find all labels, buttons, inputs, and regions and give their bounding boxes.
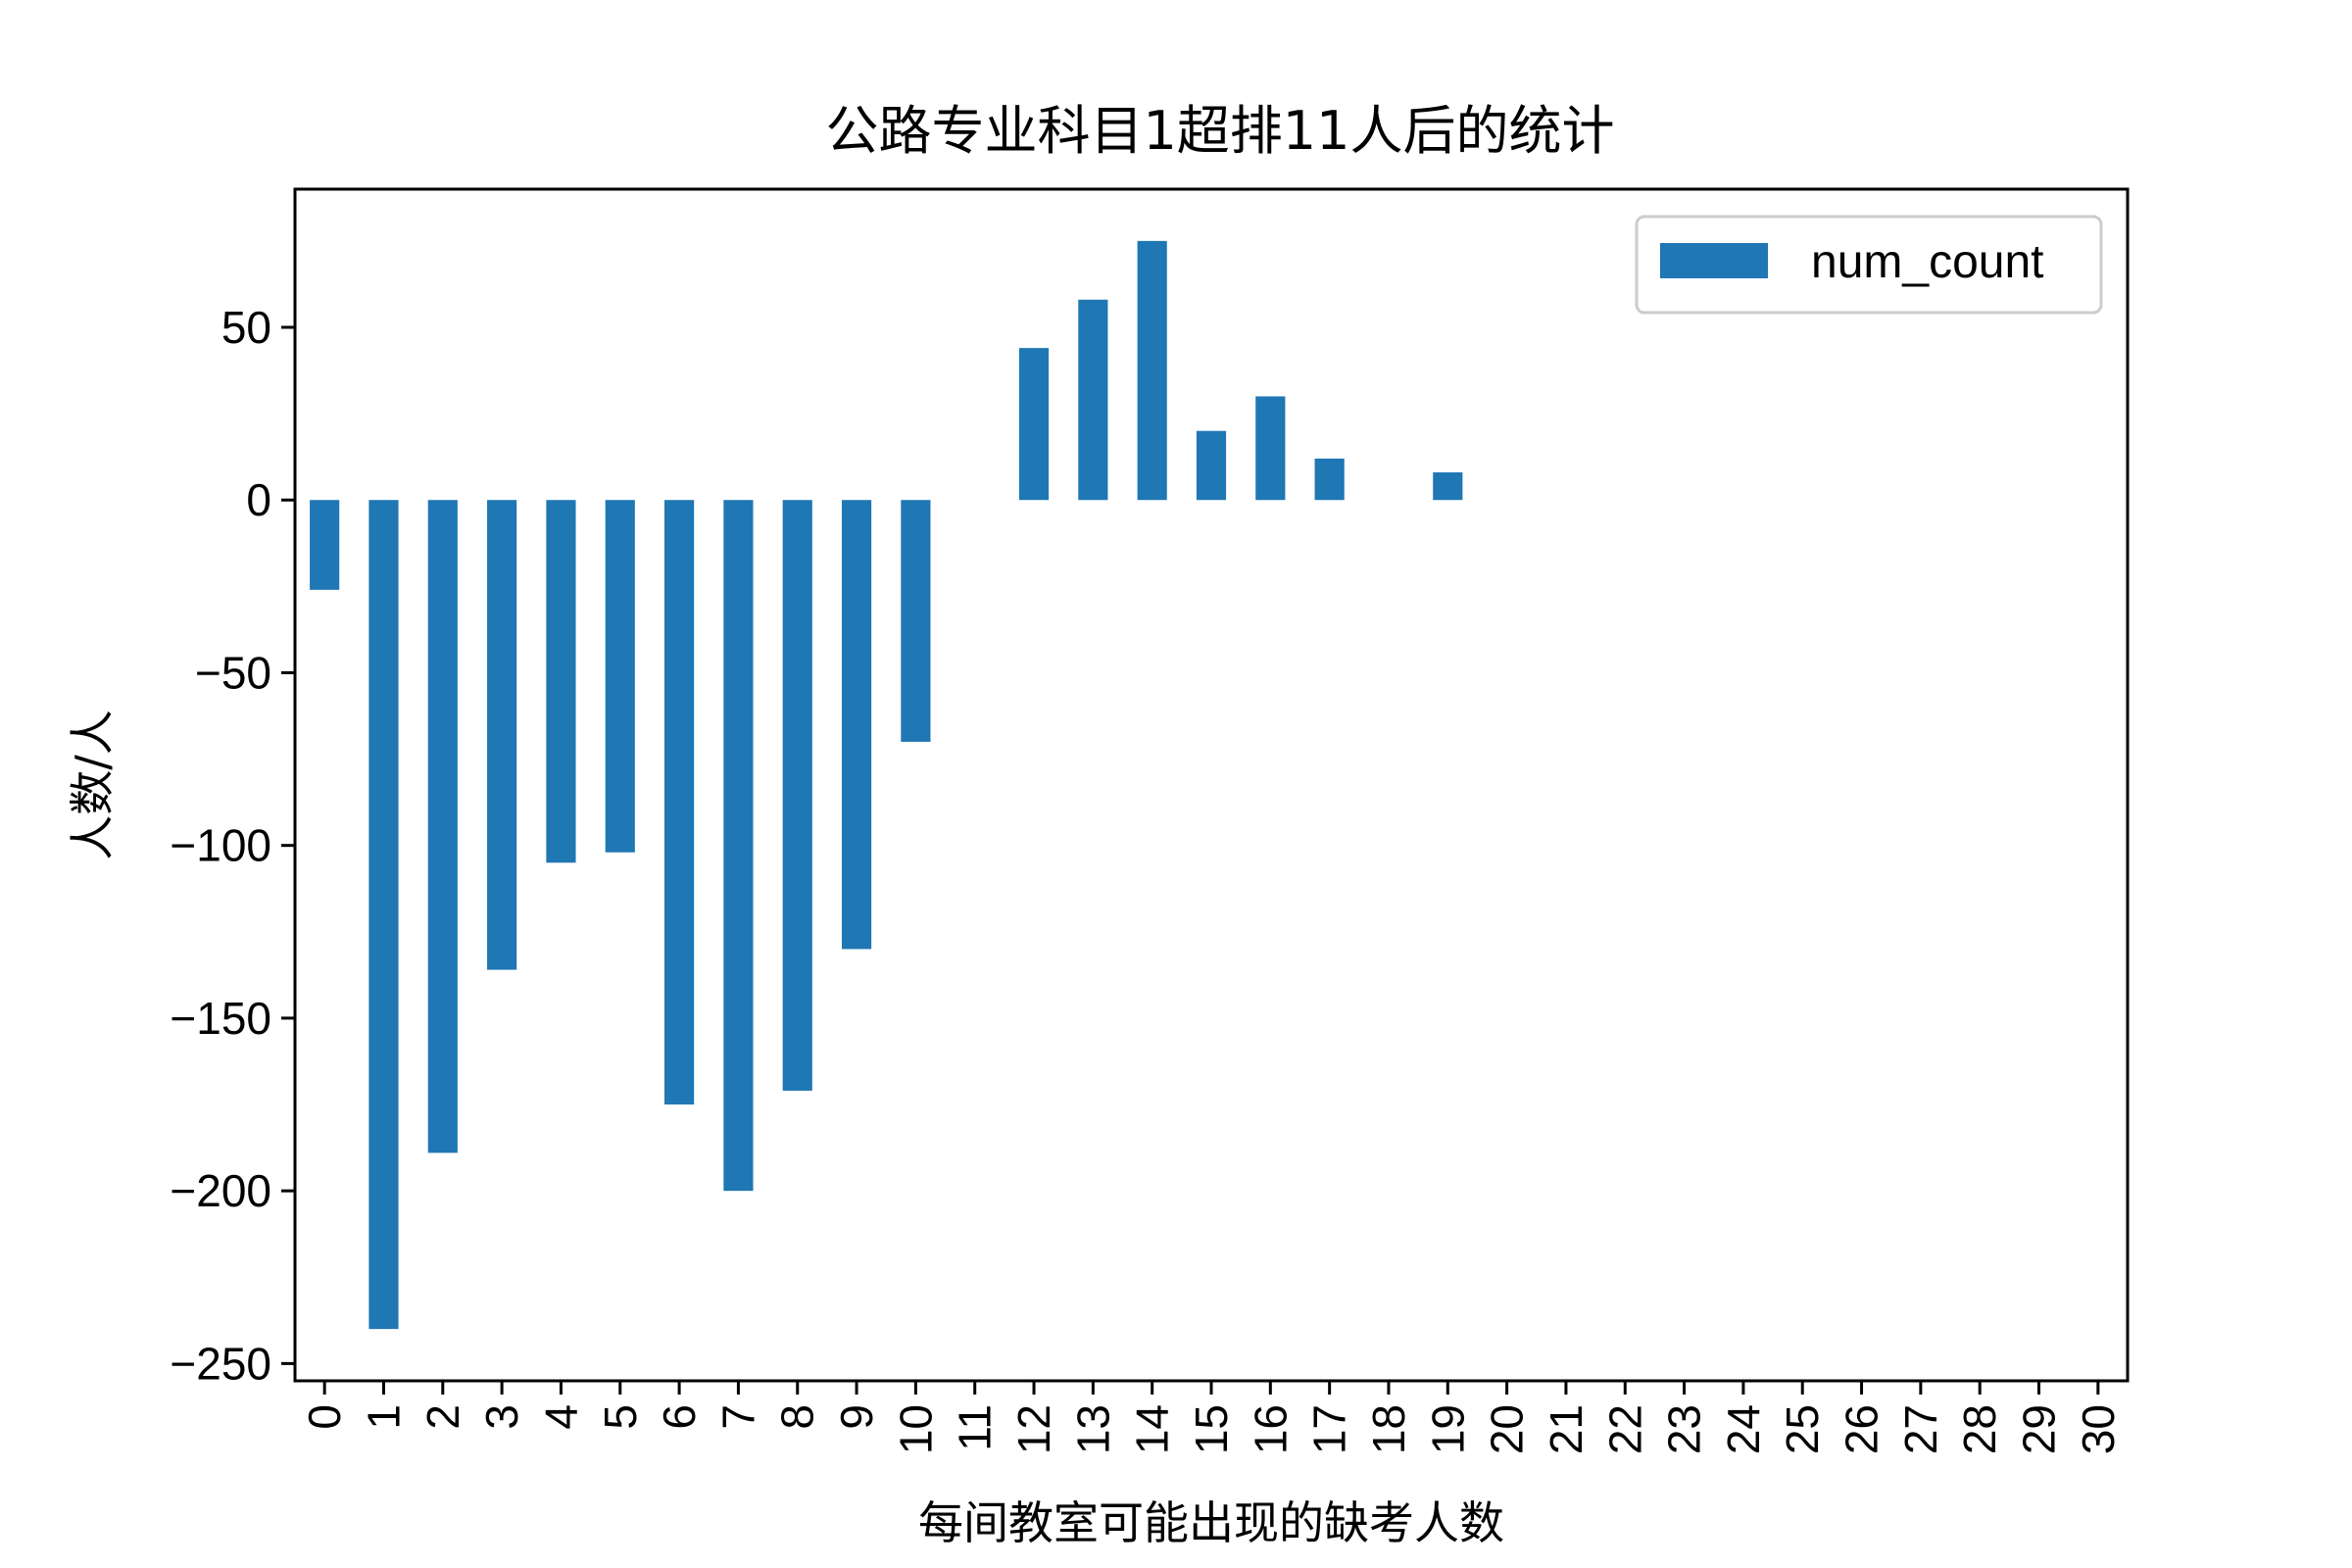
x-tick-label: 8 xyxy=(772,1404,823,1430)
x-tick-label: 20 xyxy=(1482,1404,1533,1454)
legend: num_count xyxy=(1635,215,2103,315)
bar-10 xyxy=(901,500,931,742)
x-tick-label: 19 xyxy=(1422,1404,1473,1454)
y-tick-label: −200 xyxy=(170,1165,271,1216)
bar-0 xyxy=(310,500,340,590)
y-tick-label: 0 xyxy=(246,474,271,525)
x-tick-label: 24 xyxy=(1718,1404,1769,1454)
chart-title: 公路专业科目1超排11人后的统计 xyxy=(825,100,1614,162)
bar-7 xyxy=(723,500,754,1192)
bar-14 xyxy=(1137,240,1167,501)
x-tick-label: 2 xyxy=(417,1404,468,1430)
bar-17 xyxy=(1314,458,1345,501)
bar-12 xyxy=(1018,348,1050,501)
x-tick-label: 7 xyxy=(712,1404,763,1430)
x-tick-label: 15 xyxy=(1186,1404,1237,1454)
bar-5 xyxy=(605,500,635,853)
x-tick-label: 27 xyxy=(1895,1404,1946,1454)
x-tick-label: 28 xyxy=(1954,1404,2005,1454)
plot-frame xyxy=(293,187,2130,1383)
bar-15 xyxy=(1196,430,1227,501)
x-tick-label: 11 xyxy=(950,1404,1001,1451)
y-axis: −250 −200 −150 −100 −50 0 50 xyxy=(170,302,295,1389)
x-axis-label: 每间教室可能出现的缺考人数 xyxy=(918,1496,1504,1549)
bar-4 xyxy=(546,500,576,863)
legend-swatch xyxy=(1660,243,1768,278)
x-tick-label: 18 xyxy=(1363,1404,1414,1454)
x-tick-label: 10 xyxy=(890,1404,941,1454)
x-tick-label: 13 xyxy=(1067,1404,1118,1454)
bar-13 xyxy=(1078,299,1108,501)
bar-6 xyxy=(664,500,695,1105)
bar-19 xyxy=(1433,472,1463,501)
y-tick-label: −50 xyxy=(195,647,271,698)
x-tick-label: 25 xyxy=(1777,1404,1828,1454)
x-tick-label: 14 xyxy=(1127,1404,1178,1454)
x-tick-label: 6 xyxy=(654,1404,705,1430)
x-tick-label: 16 xyxy=(1245,1404,1296,1454)
bar-8 xyxy=(782,500,812,1091)
x-tick-label: 26 xyxy=(1837,1404,1887,1454)
legend-frame xyxy=(1635,215,2103,315)
y-tick-label: −100 xyxy=(170,820,271,871)
x-tick-label: 4 xyxy=(535,1404,586,1430)
x-tick-label: 21 xyxy=(1541,1404,1592,1454)
bars xyxy=(310,240,1463,1330)
y-tick-label: −250 xyxy=(170,1338,271,1389)
x-tick-label: 5 xyxy=(595,1404,646,1430)
x-tick-label: 23 xyxy=(1659,1404,1710,1454)
x-tick-label: 12 xyxy=(1008,1404,1059,1454)
x-tick-label: 1 xyxy=(358,1404,409,1430)
bar-9 xyxy=(841,500,872,950)
x-tick-label: 29 xyxy=(2014,1404,2065,1454)
x-tick-label: 17 xyxy=(1304,1404,1355,1454)
legend-label: num_count xyxy=(1811,236,2044,288)
y-tick-label: 50 xyxy=(221,302,271,353)
bar-3 xyxy=(487,500,517,970)
x-tick-label: 30 xyxy=(2073,1404,2124,1454)
y-axis-label: 人数/人 xyxy=(66,710,119,860)
bar-1 xyxy=(368,500,399,1330)
x-tick-label: 0 xyxy=(299,1404,350,1430)
x-tick-label: 22 xyxy=(1599,1404,1650,1454)
x-tick-label: 9 xyxy=(831,1404,882,1430)
y-tick-label: −150 xyxy=(170,993,271,1044)
x-tick-label: 3 xyxy=(476,1404,527,1430)
x-axis: 0 1 2 3 4 5 6 7 8 9 10 11 12 13 14 15 16 17 18 19 20 21 22 23 24… xyxy=(299,1381,2124,1454)
bar-16 xyxy=(1255,396,1286,501)
bar-2 xyxy=(427,500,458,1153)
